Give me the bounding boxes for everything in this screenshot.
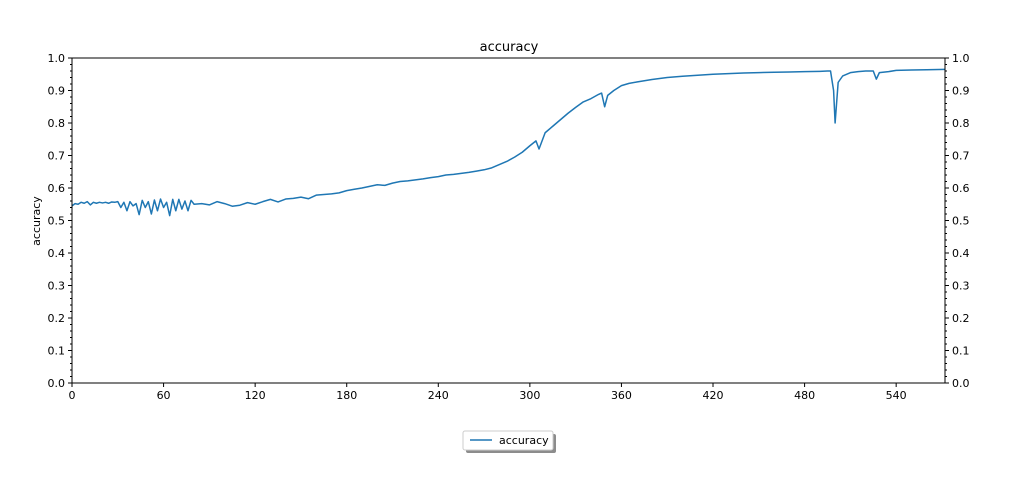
x-tick-label-420: 420 xyxy=(703,389,724,402)
x-tick-label-180: 180 xyxy=(336,389,357,402)
y-tick-label-left-0.9: 0.9 xyxy=(48,85,66,98)
y-tick-label-right-0.9: 0.9 xyxy=(952,85,970,98)
x-tick-label-0: 0 xyxy=(69,389,76,402)
y-tick-label-left-0.5: 0.5 xyxy=(48,215,66,228)
y-tick-label-left-0.0: 0.0 xyxy=(48,377,66,390)
y-tick-label-left-1.0: 1.0 xyxy=(48,52,66,65)
y-tick-label-right-0.2: 0.2 xyxy=(952,312,970,325)
y-tick-label-right-0.1: 0.1 xyxy=(952,345,970,358)
y-tick-label-left-0.6: 0.6 xyxy=(48,182,66,195)
series-line-accuracy xyxy=(71,68,946,217)
y-tick-label-left-0.7: 0.7 xyxy=(48,150,66,163)
y-tick-label-right-0.0: 0.0 xyxy=(952,377,970,390)
plot-frame xyxy=(71,57,946,384)
y-tick-label-right-0.5: 0.5 xyxy=(952,215,970,228)
x-tick-label-540: 540 xyxy=(886,389,907,402)
legend-box xyxy=(462,430,554,451)
axis-ticks xyxy=(68,57,949,387)
x-tick-label-120: 120 xyxy=(245,389,266,402)
x-tick-label-240: 240 xyxy=(428,389,449,402)
y-axis-label: accuracy xyxy=(30,196,43,246)
y-tick-label-right-1.0: 1.0 xyxy=(952,52,970,65)
x-tick-label-60: 60 xyxy=(157,389,171,402)
y-tick-label-left-0.3: 0.3 xyxy=(48,280,66,293)
x-tick-label-480: 480 xyxy=(794,389,815,402)
y-tick-label-right-0.3: 0.3 xyxy=(952,280,970,293)
axis-tick-labels: 0 60 120 180 240 300 360 420 480 540 0.0 0.1 0.2 0.3 0… xyxy=(48,52,970,402)
x-tick-label-360: 360 xyxy=(611,389,632,402)
y-tick-label-left-0.2: 0.2 xyxy=(48,312,66,325)
y-tick-label-left-0.1: 0.1 xyxy=(48,345,66,358)
x-tick-label-300: 300 xyxy=(519,389,540,402)
y-tick-label-right-0.7: 0.7 xyxy=(952,150,970,163)
chart-title: accuracy xyxy=(480,40,539,55)
y-tick-label-right-0.4: 0.4 xyxy=(952,247,970,260)
legend-label-accuracy: accuracy xyxy=(499,434,549,447)
y-tick-label-left-0.8: 0.8 xyxy=(48,117,66,130)
y-tick-label-right-0.6: 0.6 xyxy=(952,182,970,195)
y-tick-label-left-0.4: 0.4 xyxy=(48,247,66,260)
legend: accuracy xyxy=(462,430,556,453)
y-tick-label-right-0.8: 0.8 xyxy=(952,117,970,130)
